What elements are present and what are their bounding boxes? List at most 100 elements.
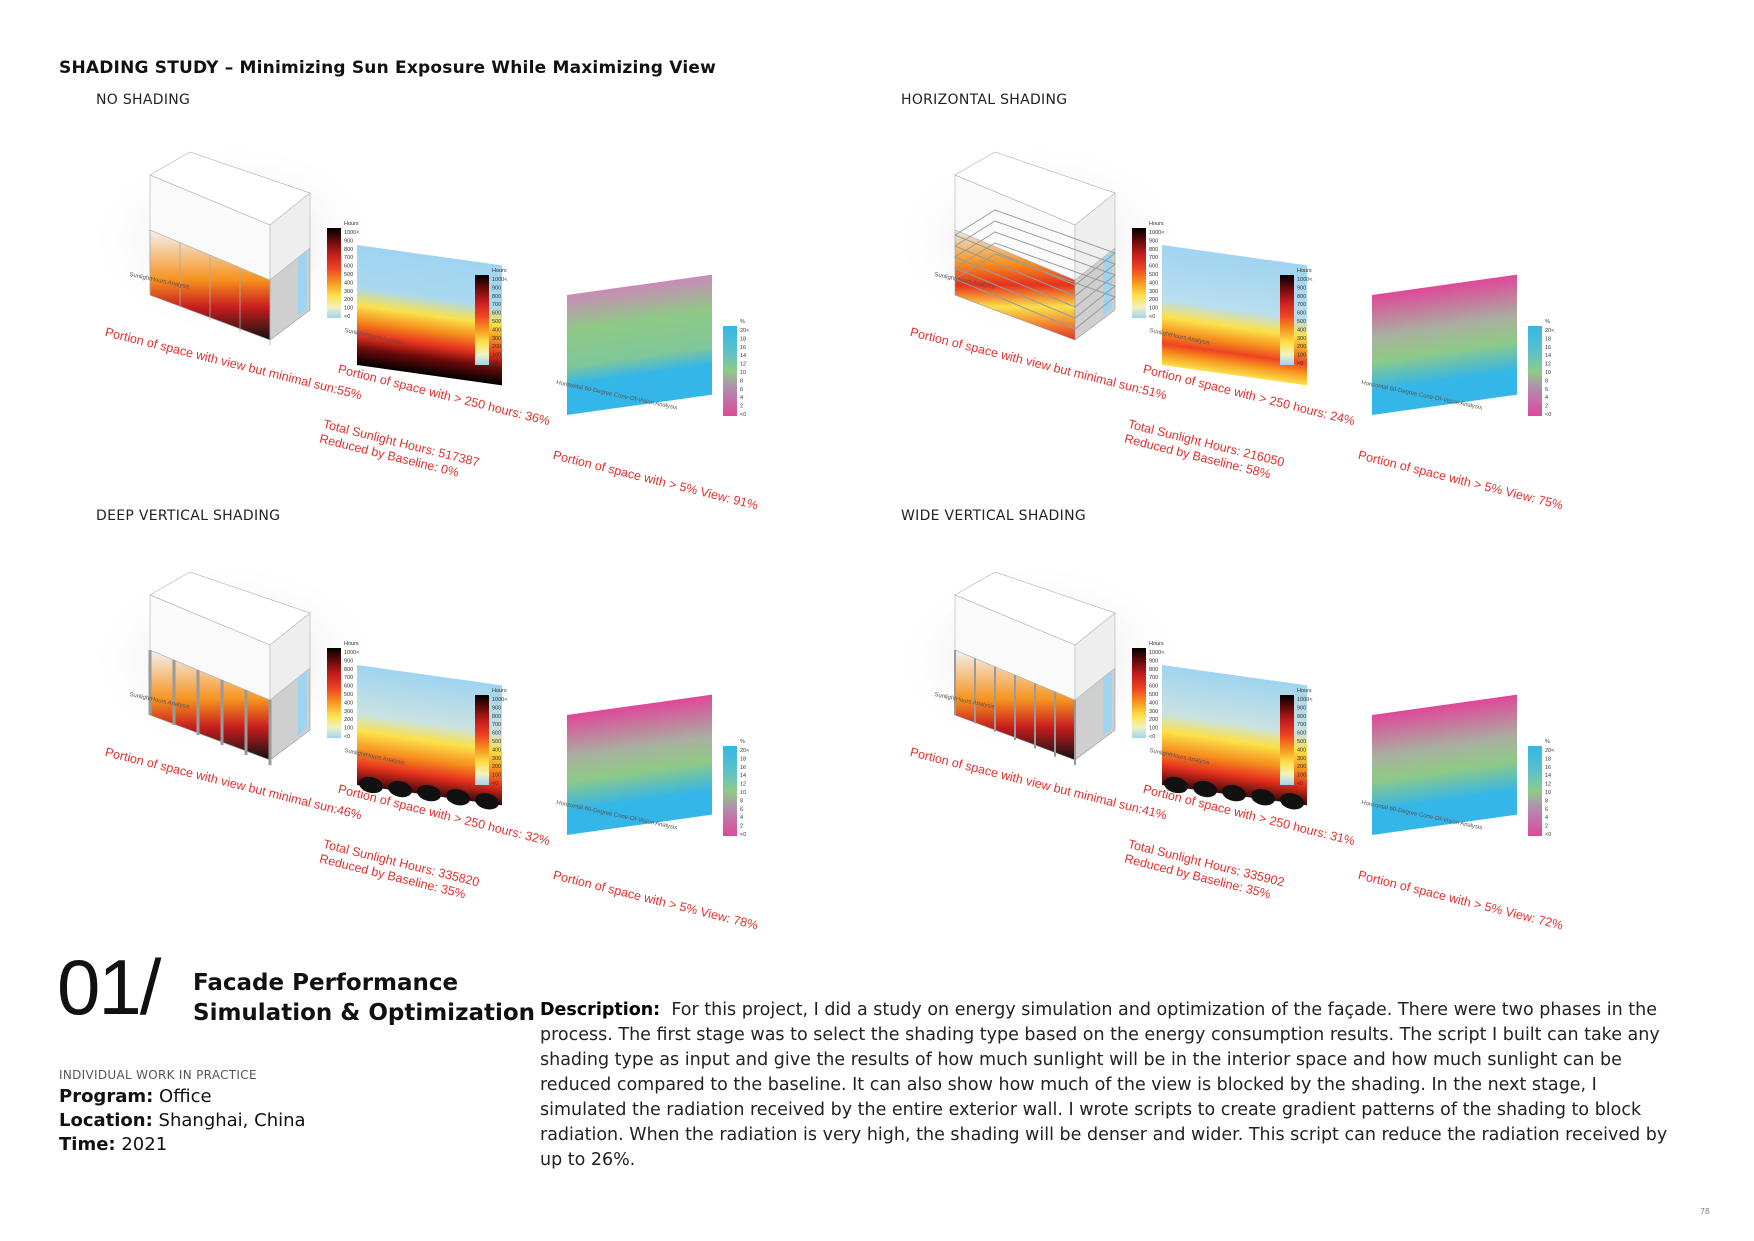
view-legend: % 20< 18 16 14 12 10 8 6 4 2 <0 <box>1528 739 1554 838</box>
view-legend-tick: 12 <box>740 362 746 368</box>
building-hours-legend-tick: 500 <box>344 272 353 278</box>
building-hours-legend-tick: 300 <box>344 289 353 295</box>
view-legend-tick: 10 <box>1545 370 1551 376</box>
building-hours-legend-tick: 600 <box>1149 684 1158 690</box>
view-legend: % 20< 18 16 14 12 10 8 6 4 2 <0 <box>723 739 749 838</box>
view-legend-tick: 14 <box>1545 773 1551 779</box>
building-hours-legend-tick: 900 <box>344 658 353 664</box>
plan-hours-legend-tick: 600 <box>1297 311 1306 317</box>
plan-hours-legend-tick: 700 <box>492 722 501 728</box>
building-hours-legend-tick: 100 <box>344 726 353 732</box>
study-graphics: Hours1000<900800700600500400300200100<0H… <box>890 560 1554 838</box>
view-legend-tick: 14 <box>1545 353 1551 359</box>
sunlight-hotspot <box>1280 793 1304 810</box>
view-legend-tick: 14 <box>740 353 746 359</box>
sunlight-hotspot <box>1164 776 1188 794</box>
time-value: 2021 <box>121 1134 168 1155</box>
side-sky-strip <box>298 250 307 316</box>
plan-hours-legend: Hours 1000< 900 800 700 600 500 400 300 200 100 <0 <box>1280 688 1312 787</box>
plan-hours-legend-tick: 900 <box>492 705 501 711</box>
building-hours-legend-title: Hours <box>344 641 359 647</box>
sunlight-hotspot <box>446 789 470 806</box>
plan-hours-legend-tick: 600 <box>492 311 501 317</box>
building-roof-side <box>1074 612 1116 701</box>
project-title-line2: Simulation & Optimization <box>193 1000 536 1026</box>
plan-hours-legend-tick: 600 <box>1297 731 1306 737</box>
plan-hours-legend-title: Hours <box>1297 688 1312 694</box>
view-legend-tick: 16 <box>740 345 746 351</box>
plan-hours-legend-tick: 800 <box>1297 294 1306 300</box>
view-legend-tick: <0 <box>1545 832 1551 838</box>
plan-hours-legend-tick: <0 <box>1297 361 1303 367</box>
study-panel-wide-vertical-shading: Hours 1000< 900 800 700 600 500 400 300 200 100 <0 H… <box>890 550 1700 970</box>
plan-hours-legend-title: Hours <box>492 688 507 694</box>
plan-hours-legend-tick: 900 <box>1297 285 1306 291</box>
horizontal-fin <box>953 242 1117 319</box>
building-hours-legend: Hours 1000< 900 800 700 600 500 400 300 200 100 <0 <box>327 221 359 320</box>
view-legend-tick: 20< <box>740 328 749 334</box>
study-label-horizontal-shading: HORIZONTAL SHADING <box>901 92 1068 108</box>
building-hours-legend-tick: <0 <box>344 314 350 320</box>
view-legend-tick: 12 <box>1545 782 1551 788</box>
view-legend-tick: 8 <box>740 378 743 384</box>
building-model <box>149 151 311 345</box>
building-hours-legend-tick: 600 <box>344 684 353 690</box>
view-legend-tick: 2 <box>1545 404 1548 410</box>
building-hours-legend-tick: 1000< <box>1149 650 1164 656</box>
study-graphics: Hours1000<900800700600500400300200100<0H… <box>85 560 749 838</box>
building-hours-legend-tick: 400 <box>1149 280 1158 286</box>
view-legend-tick: 10 <box>740 790 746 796</box>
building-model <box>954 571 1116 765</box>
building-roof-side <box>269 192 311 281</box>
plan-hours-legend-tick: 200 <box>1297 344 1306 350</box>
building-hours-legend-tick: <0 <box>344 734 350 740</box>
description-label: Description: <box>540 1000 661 1020</box>
sunlight-plan-map <box>1162 665 1307 806</box>
view-legend-title: % <box>740 319 745 325</box>
building-hours-legend-tick: 600 <box>344 264 353 270</box>
building-hours-legend-tick: <0 <box>1149 734 1155 740</box>
view-legend-tick: 2 <box>1545 824 1548 830</box>
location-value: Shanghai, China <box>158 1110 306 1131</box>
building-hours-legend-tick: 400 <box>344 700 353 706</box>
sunlight-plan-map <box>1162 245 1307 386</box>
building-hours-legend: Hours 1000< 900 800 700 600 500 400 300 200 100 <0 <box>1132 221 1164 320</box>
plan-hours-legend: Hours 1000< 900 800 700 600 500 400 300 200 100 <0 <box>475 688 507 787</box>
building-hours-legend-tick: 200 <box>344 297 353 303</box>
view-plan <box>1372 694 1517 835</box>
view-legend-tick: 8 <box>1545 378 1548 384</box>
view-legend-tick: <0 <box>740 832 746 838</box>
building-hours-legend-tick: 200 <box>344 717 353 723</box>
view-plan-map <box>1372 274 1517 415</box>
study-panel-horizontal-shading: Hours 1000< 900 800 700 600 500 400 300 200 100 <0 H… <box>890 130 1700 550</box>
building-hours-legend-tick: 100 <box>1149 306 1158 312</box>
plan-hours-legend-tick: 700 <box>1297 722 1306 728</box>
plan-hours-legend-title: Hours <box>1297 268 1312 274</box>
building-roof-side <box>1074 192 1116 281</box>
view-plan <box>1372 274 1517 415</box>
side-sky-strip <box>1103 670 1112 736</box>
building-hours-legend-tick: 900 <box>1149 658 1158 664</box>
view-legend-tick: 6 <box>740 387 743 393</box>
project-number: 01/ <box>57 943 161 1031</box>
building-hours-legend-tick: 300 <box>344 709 353 715</box>
sunlight-plan <box>1162 665 1307 810</box>
plan-hours-legend-tick: 400 <box>1297 747 1306 753</box>
building-hours-legend-tick: 500 <box>1149 272 1158 278</box>
building-hours-legend-title: Hours <box>1149 221 1164 227</box>
horizontal-fin <box>953 231 1117 308</box>
page-number: 78 <box>1699 1207 1710 1216</box>
building-model <box>148 571 311 765</box>
sunlight-plan-map <box>357 245 502 386</box>
building-hours-legend-tick: 800 <box>344 247 353 253</box>
sunlight-hotspot <box>1222 784 1246 802</box>
plan-hours-legend-tick: <0 <box>1297 781 1303 787</box>
project-subhead: INDIVIDUAL WORK IN PRACTICE <box>59 1068 257 1082</box>
view-legend-tick: 10 <box>740 370 746 376</box>
plan-hours-legend-tick: 300 <box>492 756 501 762</box>
plan-hours-legend: Hours 1000< 900 800 700 600 500 400 300 200 100 <0 <box>1280 268 1312 367</box>
horizontal-fin <box>953 220 1117 297</box>
plan-hours-legend-tick: <0 <box>492 361 498 367</box>
view-legend-tick: 2 <box>740 404 743 410</box>
time-row: Time: 2021 <box>59 1134 167 1155</box>
